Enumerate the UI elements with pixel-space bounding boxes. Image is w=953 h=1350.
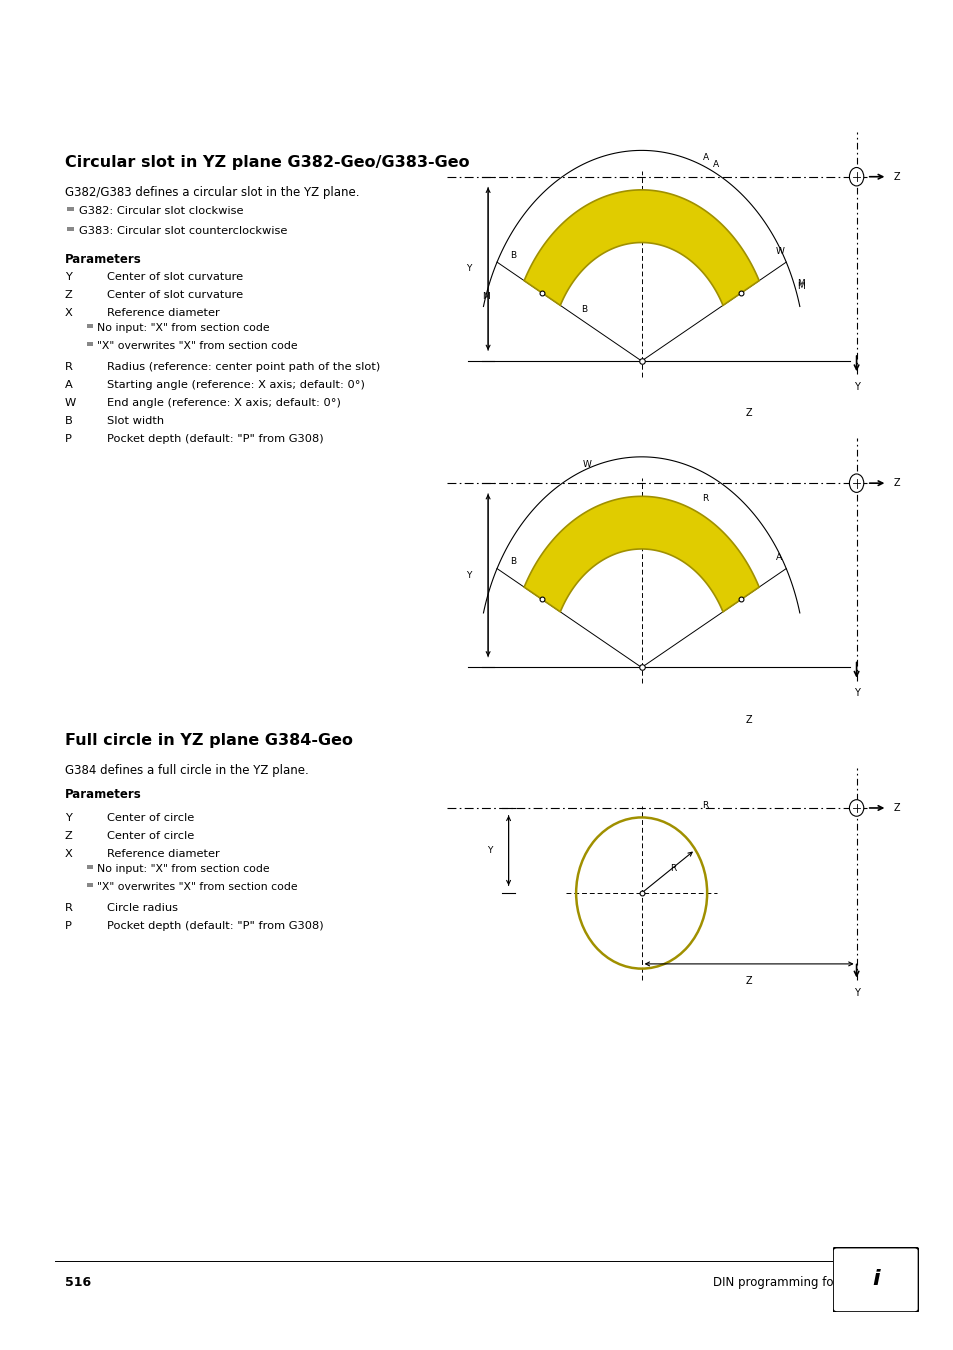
FancyBboxPatch shape: [832, 1247, 918, 1312]
Circle shape: [848, 799, 862, 817]
Text: Y: Y: [466, 265, 471, 273]
Text: Reference diameter: Reference diameter: [107, 308, 219, 319]
Text: Parameters: Parameters: [65, 788, 142, 802]
Text: B: B: [510, 251, 517, 261]
Text: Circle radius: Circle radius: [107, 903, 178, 913]
Text: R: R: [670, 864, 676, 873]
Circle shape: [848, 474, 862, 493]
Text: DIN programming for the Y axis: DIN programming for the Y axis: [712, 1276, 899, 1289]
Text: A: A: [702, 154, 708, 162]
Bar: [67, 227, 74, 231]
Text: G382: Circular slot clockwise: G382: Circular slot clockwise: [79, 207, 243, 216]
Text: M: M: [797, 282, 804, 292]
Text: P: P: [65, 921, 71, 930]
Text: Slot width: Slot width: [107, 416, 164, 427]
Text: A: A: [712, 161, 719, 170]
Text: "X" overwrites "X" from section code: "X" overwrites "X" from section code: [97, 342, 297, 351]
Text: Z: Z: [745, 408, 752, 418]
Bar: [87, 865, 92, 868]
Text: Y: Y: [65, 273, 71, 282]
Text: R: R: [701, 494, 707, 504]
Text: X: X: [65, 849, 72, 859]
Text: W: W: [65, 398, 76, 408]
Text: "X" overwrites "X" from section code: "X" overwrites "X" from section code: [97, 882, 297, 892]
Text: Y: Y: [65, 813, 71, 822]
Polygon shape: [523, 190, 759, 305]
Text: Y: Y: [853, 382, 859, 391]
Text: Z: Z: [65, 830, 72, 841]
Text: A: A: [65, 381, 72, 390]
Text: P: P: [65, 435, 71, 444]
Text: Y: Y: [853, 988, 859, 998]
Text: Circular slot in YZ plane G382-Geo/G383-Geo: Circular slot in YZ plane G382-Geo/G383-…: [65, 155, 469, 170]
Text: Pocket depth (default: "P" from G308): Pocket depth (default: "P" from G308): [107, 435, 323, 444]
Text: Y: Y: [486, 846, 492, 855]
Text: Parameters: Parameters: [65, 254, 142, 266]
Bar: [67, 207, 74, 212]
Text: B: B: [65, 416, 72, 427]
Text: Z: Z: [893, 171, 899, 182]
Text: Z: Z: [893, 478, 899, 489]
Text: A: A: [775, 554, 781, 562]
Text: Radius (reference: center point path of the slot): Radius (reference: center point path of …: [107, 362, 380, 373]
Text: M: M: [797, 279, 804, 289]
Bar: [87, 324, 92, 328]
Text: Center of slot curvature: Center of slot curvature: [107, 290, 243, 300]
Text: Z: Z: [893, 803, 899, 813]
Text: Pocket depth (default: "P" from G308): Pocket depth (default: "P" from G308): [107, 921, 323, 930]
Text: X: X: [65, 308, 72, 319]
Text: Center of slot curvature: Center of slot curvature: [107, 273, 243, 282]
Text: B: B: [510, 558, 517, 567]
Text: Full circle in YZ plane G384-Geo: Full circle in YZ plane G384-Geo: [65, 733, 353, 748]
Text: R: R: [65, 903, 72, 913]
Text: M: M: [481, 292, 489, 301]
Bar: [87, 883, 92, 887]
Text: R: R: [65, 362, 72, 373]
Text: W: W: [581, 460, 591, 468]
Text: Y: Y: [466, 571, 471, 579]
Text: R: R: [701, 801, 707, 810]
Text: Center of circle: Center of circle: [107, 813, 194, 822]
Text: Starting angle (reference: X axis; default: 0°): Starting angle (reference: X axis; defau…: [107, 381, 364, 390]
Text: W: W: [775, 247, 784, 255]
Text: Y: Y: [853, 688, 859, 698]
Text: Z: Z: [65, 290, 72, 300]
Circle shape: [848, 167, 862, 186]
Text: Z: Z: [745, 976, 752, 986]
Text: G383: Circular slot counterclockwise: G383: Circular slot counterclockwise: [79, 227, 287, 236]
Text: Z: Z: [745, 716, 752, 725]
Text: G384 defines a full circle in the YZ plane.: G384 defines a full circle in the YZ pla…: [65, 764, 309, 778]
Bar: [87, 343, 92, 346]
Text: No input: "X" from section code: No input: "X" from section code: [97, 323, 270, 333]
Text: i: i: [871, 1269, 879, 1288]
Text: End angle (reference: X axis; default: 0°): End angle (reference: X axis; default: 0…: [107, 398, 340, 408]
Text: No input: "X" from section code: No input: "X" from section code: [97, 864, 270, 873]
Polygon shape: [523, 497, 759, 612]
Text: G382/G383 defines a circular slot in the YZ plane.: G382/G383 defines a circular slot in the…: [65, 186, 359, 200]
Text: 6.3 Contours in the YZ plane: 6.3 Contours in the YZ plane: [6, 580, 18, 770]
Text: B: B: [580, 305, 586, 315]
Text: Center of circle: Center of circle: [107, 830, 194, 841]
Text: Reference diameter: Reference diameter: [107, 849, 219, 859]
Text: 516: 516: [65, 1276, 91, 1289]
